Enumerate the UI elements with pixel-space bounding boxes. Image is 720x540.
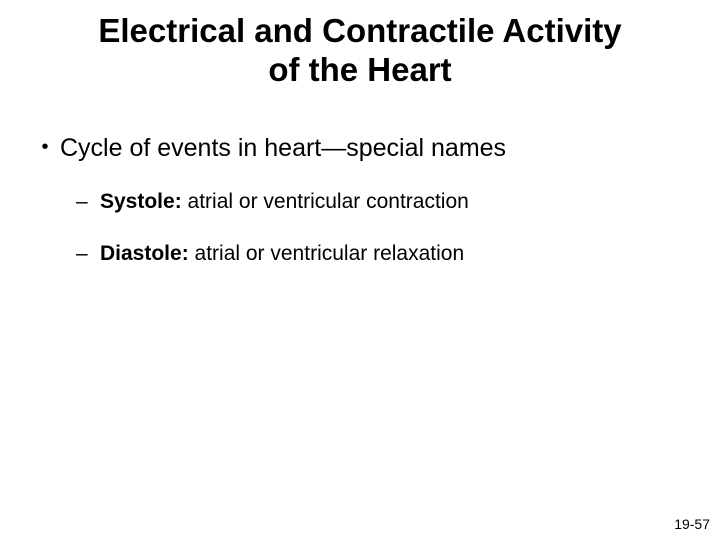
dash-icon: – [76,188,100,215]
term-systole: Systole: [100,190,182,213]
slide-title: Electrical and Contractile Activity of t… [28,12,692,90]
definition-systole: atrial or ventricular contraction [182,190,469,213]
bullet-level2-text: Systole: atrial or ventricular contracti… [100,188,692,215]
definition-diastole: atrial or ventricular relaxation [189,242,464,265]
term-diastole: Diastole: [100,242,189,265]
bullet-dot-icon: • [30,134,60,160]
title-line-1: Electrical and Contractile Activity [98,12,621,49]
bullet-level2-text: Diastole: atrial or ventricular relaxati… [100,240,692,267]
bullet-level1: • Cycle of events in heart—special names [30,132,692,165]
slide: Electrical and Contractile Activity of t… [0,0,720,540]
page-number: 19-57 [674,516,710,532]
dash-icon: – [76,240,100,267]
bullet-level2: – Systole: atrial or ventricular contrac… [76,188,692,215]
bullet-level2: – Diastole: atrial or ventricular relaxa… [76,240,692,267]
title-line-2: of the Heart [268,51,451,88]
slide-content: • Cycle of events in heart—special names… [28,132,692,267]
bullet-level1-text: Cycle of events in heart—special names [60,132,692,165]
